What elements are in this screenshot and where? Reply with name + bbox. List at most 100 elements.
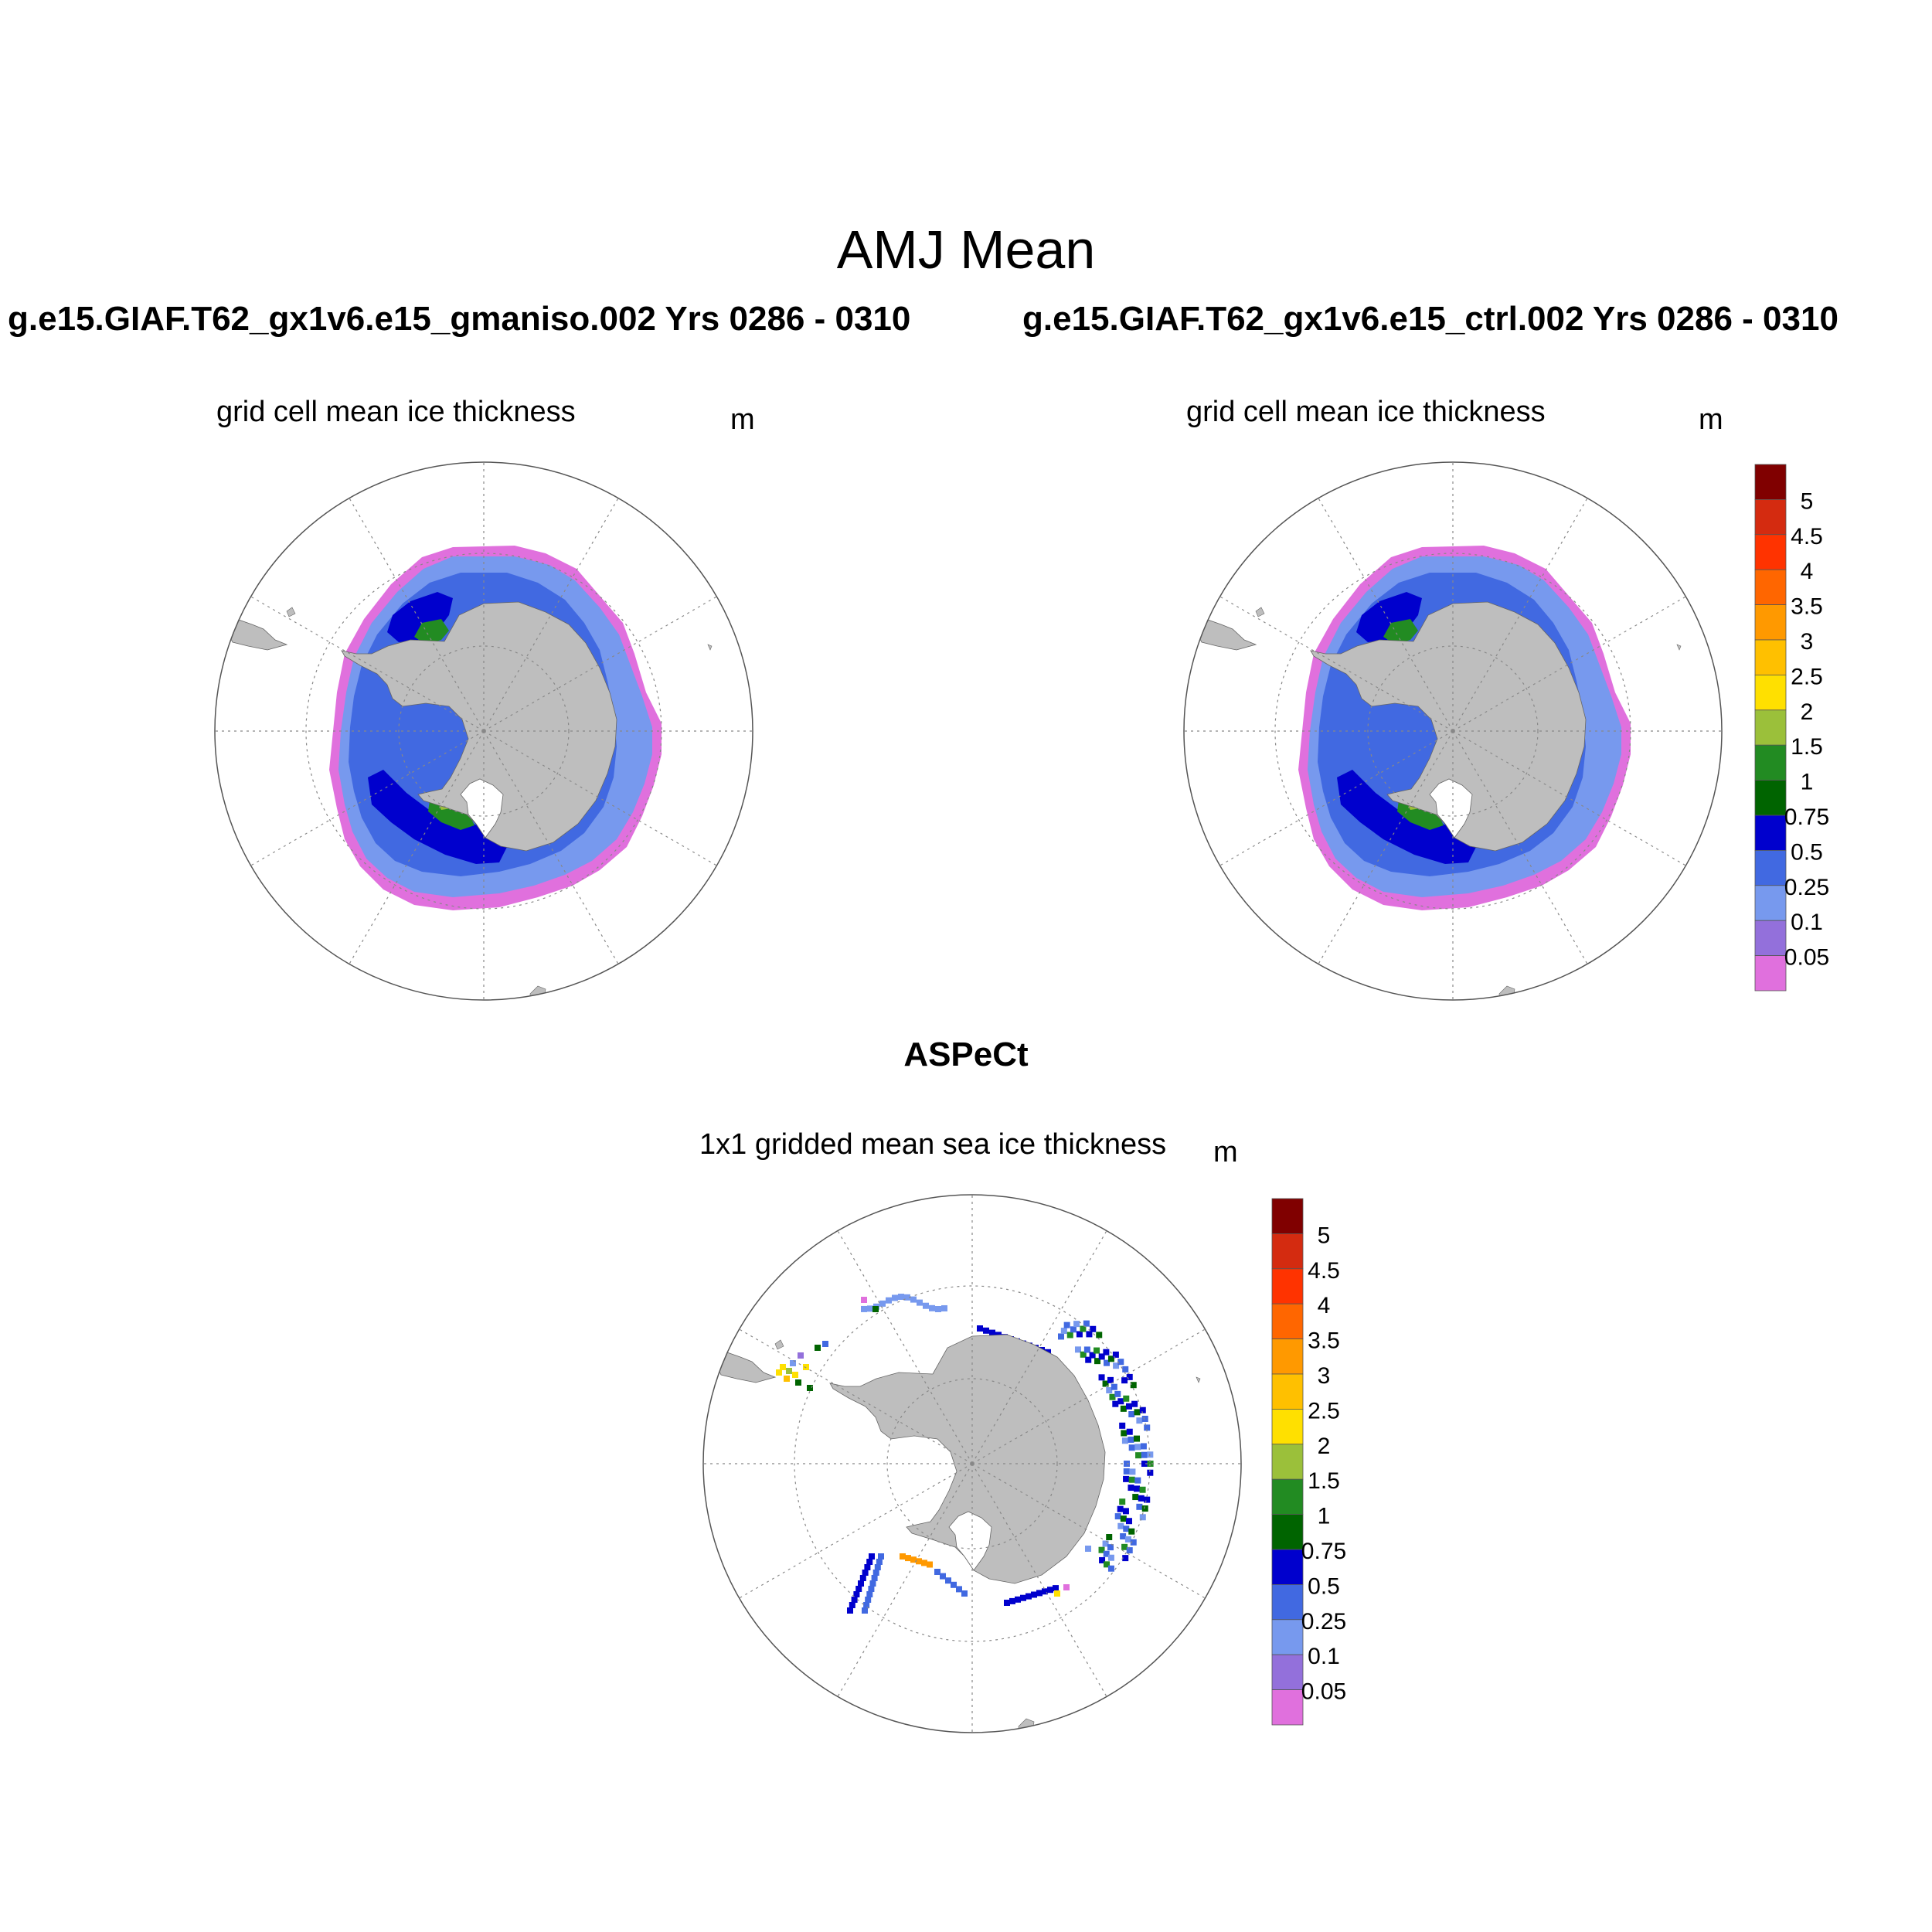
ice-observation-cell [1141, 1505, 1148, 1512]
kerguelen-island [707, 644, 713, 651]
colorbar-level-label: 1 [1318, 1504, 1331, 1529]
ice-observation-cell [1121, 1437, 1128, 1444]
ice-observation-cell [872, 1570, 879, 1576]
colorbar-swatch [1754, 849, 1787, 886]
ice-observation-cell [853, 1591, 860, 1597]
ice-observation-cell [977, 1325, 983, 1332]
latitude-circle [1367, 645, 1539, 817]
ice-observation-cell [795, 1379, 801, 1386]
ice-observation-cell [1139, 1486, 1146, 1493]
colorbar-level-label: 0.25 [1301, 1609, 1346, 1634]
colorbar-swatch [1754, 744, 1787, 781]
colorbar-level-label: 0.5 [1308, 1573, 1340, 1599]
longitude-line [971, 1463, 1207, 1600]
ice-observation-cell [1141, 1451, 1148, 1458]
colorbar-swatch [1754, 920, 1787, 957]
map-border [702, 1194, 1242, 1733]
main-title: AMJ Mean [836, 219, 1096, 280]
ice-observation-cell [1125, 1518, 1132, 1525]
ross-ice-shelf [948, 1511, 992, 1571]
ice-observation-cell [1104, 1561, 1111, 1568]
ice-observation-cell [1107, 1355, 1114, 1362]
polar-map-ctrl [1183, 461, 1723, 1001]
ice-observation-cell [866, 1559, 873, 1565]
ice-observation-cell [1117, 1522, 1124, 1529]
colorbar-swatch [1754, 815, 1787, 851]
ice-observation-cell [1107, 1565, 1114, 1572]
ice-observation-cell [1117, 1359, 1124, 1366]
colorbar-level-label: 0.1 [1791, 910, 1823, 935]
longitude-line [1317, 496, 1454, 732]
ice-observation-cell [1120, 1405, 1127, 1412]
subtitle-ctrl: grid cell mean ice thickness [1186, 396, 1546, 428]
ice-observation-cell [892, 1294, 898, 1301]
polar-map-gmaniso [214, 461, 753, 1001]
colorbar-swatch [1271, 1514, 1304, 1550]
ice-observation-cell [1085, 1356, 1092, 1363]
longitude-line [737, 1463, 973, 1600]
longitude-line [1218, 730, 1454, 867]
colorbar-swatch [1271, 1619, 1304, 1655]
ice-observation-cell [1140, 1443, 1147, 1450]
longitude-line [1452, 595, 1688, 732]
longitude-line [971, 1328, 1207, 1464]
ice-observation-cell [822, 1341, 828, 1347]
colorbar-bottom: 5 4.5 4 3.5 3 2.5 2 1.5 1 0.75 0.5 0.25 0.1 0.05 [1271, 1198, 1346, 1726]
ice-observation-cell [1094, 1347, 1100, 1354]
longitude-line [249, 595, 485, 732]
colorbar-swatch [1754, 569, 1787, 605]
ice-observation-cell [1107, 1376, 1114, 1383]
ice-observation-cell [1147, 1451, 1154, 1458]
ice-observation-cell [1103, 1349, 1110, 1355]
ice-observation-cell [855, 1586, 862, 1592]
ice-observation-cell [864, 1564, 871, 1570]
ice-observation-cell [1112, 1400, 1119, 1407]
panel-title-aspect: ASPeCt [903, 1036, 1029, 1073]
ice-observation-cell [961, 1590, 968, 1597]
ice-observation-cell [1109, 1393, 1116, 1400]
ice-observation-cell [1104, 1359, 1111, 1366]
ice-observation-cell [1107, 1544, 1114, 1551]
ross-ice-shelf [1429, 778, 1473, 838]
colorbar-level-label: 4 [1318, 1293, 1331, 1318]
colorbar-level-label: 1 [1801, 770, 1814, 795]
ice-observation-cell [861, 1305, 867, 1312]
ice-observation-cell [867, 1305, 873, 1312]
ice-observation-cell [868, 1586, 875, 1592]
ice-observation-cell [859, 1575, 866, 1581]
ice-observation-cell [1114, 1390, 1121, 1397]
ice-observation-cell [1134, 1435, 1141, 1442]
colorbar-level-label: 3.5 [1791, 594, 1823, 620]
ice-observation-cell [898, 1294, 904, 1301]
ice-observation-cell [1074, 1346, 1081, 1353]
ice-observation-cell [983, 1327, 989, 1334]
sea-ice-band [414, 619, 449, 645]
ice-observation-cell [1117, 1505, 1124, 1512]
panel-title-gmaniso: g.e15.GIAF.T62_gx1v6.e15_gmaniso.002 Yrs… [8, 300, 911, 338]
ice-observation-cell [1099, 1556, 1106, 1563]
ice-observation-cell [1141, 1461, 1148, 1467]
ice-observation-cell [917, 1299, 923, 1306]
ice-observation-cell [1080, 1325, 1087, 1332]
ice-observation-cell [1083, 1346, 1090, 1353]
ice-observation-cell [1026, 1593, 1032, 1600]
colorbar-swatch [1754, 499, 1787, 536]
colorbar-level-label: 0.1 [1308, 1644, 1340, 1669]
ice-observation-cell [923, 1302, 929, 1309]
longitude-line [1452, 730, 1589, 966]
ice-observation-cell [776, 1369, 782, 1376]
ice-observation-cell [1004, 1600, 1010, 1606]
ice-observation-cell [803, 1364, 809, 1370]
south-america-tip [713, 1351, 777, 1383]
ice-observation-cell [869, 1580, 876, 1587]
ice-observation-cell [1130, 1539, 1137, 1546]
map-border [214, 461, 753, 1001]
ice-observation-cell [1117, 1398, 1124, 1405]
ice-observation-cell [1102, 1540, 1109, 1547]
colorbar-level-label: 3 [1318, 1363, 1331, 1389]
ice-observation-cell [1103, 1550, 1110, 1557]
ice-observation-cell [934, 1569, 940, 1575]
ice-observation-cell [1134, 1485, 1141, 1492]
antarctica-landmass [341, 601, 617, 852]
kerguelen-island [1196, 1376, 1201, 1383]
